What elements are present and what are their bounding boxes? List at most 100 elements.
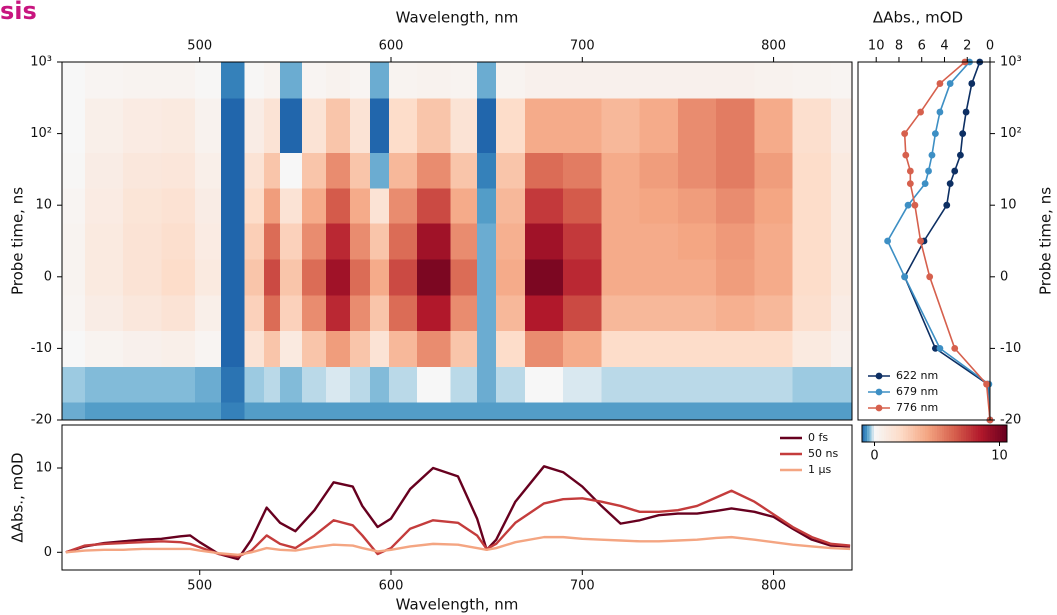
colorbar-segment xyxy=(907,425,911,442)
heatmap-cell xyxy=(830,258,853,296)
heatmap-cell xyxy=(563,330,603,367)
heatmap-cell xyxy=(792,97,832,153)
colorbar-segment xyxy=(915,425,919,442)
heatmap-cell xyxy=(263,258,281,296)
heatmap-cell xyxy=(302,294,327,332)
heatmap-cell xyxy=(416,258,451,296)
x-axis-label: Wavelength, nm xyxy=(396,596,519,614)
heatmap-cell xyxy=(563,366,603,403)
data-point xyxy=(983,380,990,388)
heatmap-cell xyxy=(325,62,351,99)
heatmap-cell xyxy=(369,258,390,296)
heatmap-cell xyxy=(830,223,853,260)
heatmap-cell xyxy=(754,188,794,224)
heatmap-cell xyxy=(349,152,371,189)
heatmap-cell xyxy=(194,258,222,296)
heatmap-cell xyxy=(84,223,124,260)
heatmap-cell xyxy=(123,223,163,260)
heatmap-cell xyxy=(639,223,679,260)
heatmap-cell xyxy=(62,188,86,224)
heatmap-cell xyxy=(369,188,390,224)
heatmap-cell xyxy=(450,258,478,296)
heatmap-cell xyxy=(161,330,196,367)
data-point xyxy=(902,151,910,159)
heatmap-cell xyxy=(792,152,832,189)
heatmap-cell xyxy=(563,152,603,189)
heatmap-cell xyxy=(244,366,265,403)
heatmap-cell xyxy=(639,294,679,332)
heatmap-cell xyxy=(244,402,265,421)
x-tick-label: 600 xyxy=(379,579,404,594)
heatmap-cell xyxy=(496,294,526,332)
x-tick-label: 800 xyxy=(761,39,786,54)
data-point xyxy=(959,130,967,138)
heatmap-cell xyxy=(263,366,281,403)
x-tick-label: 0 xyxy=(986,39,994,54)
heatmap-cell xyxy=(524,188,564,224)
colorbar-segment xyxy=(878,425,882,442)
colorbar-segment xyxy=(929,425,933,442)
heatmap-cell xyxy=(302,402,327,421)
series-line xyxy=(886,62,990,420)
heatmap-cell xyxy=(389,152,418,189)
x-tick-label: 4 xyxy=(940,39,948,54)
heatmap-cell xyxy=(477,330,497,367)
colorbar-segment xyxy=(888,425,892,442)
colorbar-segment xyxy=(922,425,926,442)
heatmap-cell xyxy=(194,152,222,189)
heatmap-cell xyxy=(161,294,196,332)
heatmap-cell xyxy=(325,330,351,367)
heatmap-cell xyxy=(830,294,853,332)
heatmap-cell xyxy=(792,188,832,224)
heatmap-cell xyxy=(754,366,794,403)
heatmap-cell xyxy=(716,258,756,296)
data-point xyxy=(906,180,914,188)
data-point xyxy=(936,108,944,116)
colorbar-segment xyxy=(953,425,957,442)
heatmap-cell xyxy=(416,223,451,260)
colorbar-segment xyxy=(970,425,974,442)
y-tick-label: 10² xyxy=(1000,126,1022,141)
heatmap-cell xyxy=(716,330,756,367)
colorbar-segment xyxy=(866,425,870,442)
data-point xyxy=(931,130,939,138)
data-point xyxy=(946,180,954,188)
y-tick-label: 0 xyxy=(44,269,52,284)
heatmap-cell xyxy=(639,330,679,367)
colorbar-segment xyxy=(999,425,1003,442)
heatmap-cell xyxy=(389,294,418,332)
data-point xyxy=(884,237,891,245)
x-tick-label: 700 xyxy=(570,39,595,54)
heatmap-cell xyxy=(792,330,832,367)
heatmap-cell xyxy=(639,97,679,153)
heatmap-cell xyxy=(244,62,265,99)
heatmap-cell xyxy=(416,97,451,153)
y-tick-label: 10 xyxy=(35,198,52,213)
heatmap-cell xyxy=(389,62,418,99)
y-axis-label: ΔAbs., mOD xyxy=(9,452,27,542)
data-point xyxy=(904,201,912,209)
heatmap-cell xyxy=(716,366,756,403)
heatmap-cell xyxy=(716,97,756,153)
data-point xyxy=(951,345,959,352)
colorbar-segment xyxy=(944,425,948,442)
heatmap-cell xyxy=(754,258,794,296)
heatmap-cell xyxy=(161,97,196,153)
heatmap-cell xyxy=(830,97,853,153)
y-tick-label: -10 xyxy=(31,341,52,356)
colorbar-segment xyxy=(903,425,906,442)
heatmap-cell xyxy=(389,330,418,367)
heatmap-cell xyxy=(477,294,497,332)
heatmap-cell xyxy=(416,152,451,189)
heatmap-cell xyxy=(416,188,451,224)
heatmap-cell xyxy=(563,188,603,224)
colorbar-segment xyxy=(1002,425,1006,442)
data-point xyxy=(946,80,954,87)
heatmap-cell xyxy=(477,223,497,260)
colorbar-tick-label: 10 xyxy=(991,449,1008,464)
heatmap-cell xyxy=(325,294,351,332)
heatmap-cell xyxy=(84,258,124,296)
heatmap-cell xyxy=(830,366,853,403)
colorbar-segment xyxy=(978,425,981,442)
heatmap-cell xyxy=(369,330,390,367)
